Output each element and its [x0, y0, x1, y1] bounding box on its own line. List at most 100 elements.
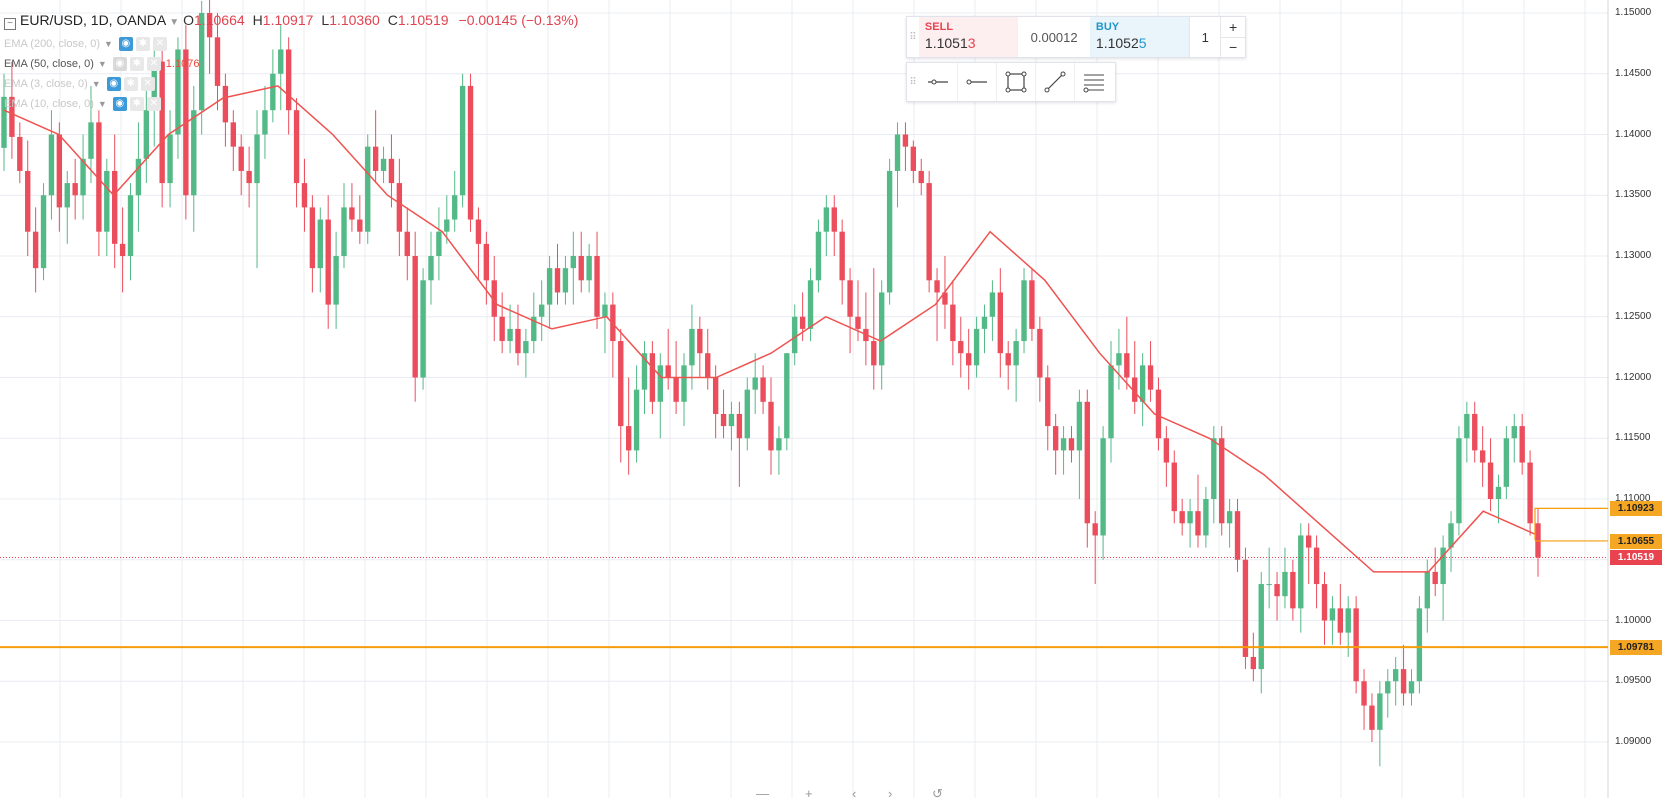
chevron-down-icon[interactable]: ▼: [97, 99, 107, 109]
gear-icon[interactable]: ✱: [135, 37, 150, 51]
candle-body: [1171, 462, 1177, 512]
increment-button[interactable]: +: [1221, 17, 1245, 38]
candle-body: [1282, 571, 1288, 597]
candle-body: [230, 122, 236, 147]
candle-body: [1195, 511, 1201, 536]
candle-body: [1219, 438, 1225, 524]
open-label: O: [183, 12, 195, 28]
eye-icon[interactable]: ◉: [112, 57, 127, 71]
candle-body: [768, 401, 774, 451]
candle-body: [262, 110, 268, 135]
close-icon[interactable]: ✕: [152, 37, 167, 51]
close-icon[interactable]: ✕: [140, 77, 155, 91]
horizontal-line-icon[interactable]: [958, 63, 997, 101]
candle-body: [776, 438, 782, 451]
candle-body: [657, 365, 663, 402]
fib-retracement-icon[interactable]: [1075, 63, 1113, 101]
gear-icon[interactable]: ✱: [123, 77, 138, 91]
candle-body: [119, 243, 126, 256]
candle-body: [1092, 523, 1098, 536]
scroll-right-icon[interactable]: ›: [888, 786, 893, 801]
candle-body: [989, 292, 996, 317]
candle-body: [689, 328, 695, 366]
candle-body: [618, 341, 624, 427]
chevron-down-icon[interactable]: ▼: [169, 17, 180, 28]
candle-body: [412, 256, 418, 378]
gear-icon[interactable]: ✱: [129, 97, 144, 111]
candle-body: [143, 110, 150, 159]
candle-body: [1353, 608, 1359, 682]
candle-body: [681, 365, 687, 402]
drag-handle-icon[interactable]: ⠿: [909, 31, 917, 43]
candle-body: [1226, 511, 1233, 524]
candle-body: [1456, 438, 1462, 524]
reset-zoom-icon[interactable]: —: [756, 786, 769, 801]
chevron-down-icon[interactable]: ▼: [91, 79, 101, 89]
close-icon[interactable]: ✕: [146, 57, 161, 71]
indicator-label[interactable]: EMA (200, close, 0): [4, 38, 100, 50]
sell-button[interactable]: SELL 1.10513: [918, 17, 1019, 57]
candle-body: [720, 413, 727, 427]
candle-body: [570, 256, 577, 269]
candle-body: [942, 292, 948, 305]
indicator-ema-200[interactable]: EMA (200, close, 0) ▼ ◉ ✱ ✕: [4, 37, 170, 51]
candle-body: [222, 85, 229, 123]
chevron-down-icon[interactable]: ▼: [97, 59, 107, 69]
eye-icon[interactable]: ◉: [118, 37, 133, 51]
candle-body: [1211, 438, 1217, 499]
indicator-label[interactable]: EMA (50, close, 0): [4, 58, 94, 70]
candle-body: [17, 136, 23, 171]
indicator-ema-3[interactable]: EMA (3, close, 0) ▼ ◉ ✱ ✕: [4, 77, 158, 91]
candle-body: [839, 231, 845, 281]
drag-handle-icon[interactable]: ⠿: [909, 76, 917, 88]
sell-price-pip: 3: [967, 35, 976, 51]
candle-body: [1385, 681, 1391, 694]
candle-body: [191, 110, 197, 196]
price-axis-tick: 1.09000: [1615, 736, 1652, 747]
chevron-down-icon[interactable]: ▼: [104, 39, 113, 49]
candle-body: [886, 170, 893, 293]
reset-chart-icon[interactable]: ↺: [932, 786, 943, 801]
price-axis-tick: 1.15000: [1615, 7, 1652, 18]
trend-line-icon[interactable]: [1036, 63, 1075, 101]
zoom-in-icon[interactable]: +: [805, 786, 813, 801]
order-line-upper: [1534, 507, 1608, 541]
candle-body: [823, 207, 830, 232]
price-axis-tick: 1.09500: [1615, 675, 1652, 687]
candle-body: [1408, 681, 1415, 694]
candle-body: [926, 183, 932, 281]
buy-label: BUY: [1095, 21, 1120, 33]
candle-body: [206, 13, 213, 38]
candle-body: [1345, 608, 1351, 633]
candle-body: [625, 426, 632, 451]
rectangle-icon[interactable]: [997, 63, 1036, 101]
candle-body: [341, 207, 347, 256]
scroll-left-icon[interactable]: ‹: [852, 786, 857, 801]
collapse-icon[interactable]: −: [4, 18, 16, 30]
decrement-button[interactable]: −: [1228, 39, 1238, 56]
candle-body: [467, 85, 474, 220]
eye-icon[interactable]: ◉: [106, 77, 121, 91]
indicator-label[interactable]: EMA (3, close, 0): [4, 78, 88, 90]
gear-icon[interactable]: ✱: [129, 57, 144, 71]
candle-body: [1021, 280, 1027, 342]
horizontal-ray-icon[interactable]: [919, 63, 958, 101]
close-icon[interactable]: ✕: [146, 97, 161, 111]
indicator-ema-50[interactable]: EMA (50, close, 0) ▼ ◉ ✱ ✕ 1.1076: [4, 57, 199, 71]
price-tag: 1.10923: [1610, 501, 1662, 517]
candle-body: [1274, 584, 1280, 597]
high-label: H: [252, 12, 263, 28]
symbol-title[interactable]: EUR/USD, 1D, OANDA: [20, 12, 167, 28]
indicator-ema-10[interactable]: EMA (10, close, 0) ▼ ◉ ✱ ✕: [4, 97, 164, 111]
buy-button[interactable]: BUY 1.10525: [1089, 17, 1190, 57]
quantity-input[interactable]: 1: [1189, 17, 1220, 57]
candle-body: [1487, 462, 1494, 499]
candle-body: [531, 316, 537, 342]
candle-body: [515, 328, 521, 354]
indicator-label[interactable]: EMA (10, close, 0): [4, 98, 94, 110]
ema-50-line: [3, 85, 1539, 573]
symbol-legend: − EUR/USD, 1D, OANDA ▼ O1.10664 H1.10917 L1.1…: [4, 12, 578, 30]
eye-icon[interactable]: ◉: [112, 97, 127, 111]
